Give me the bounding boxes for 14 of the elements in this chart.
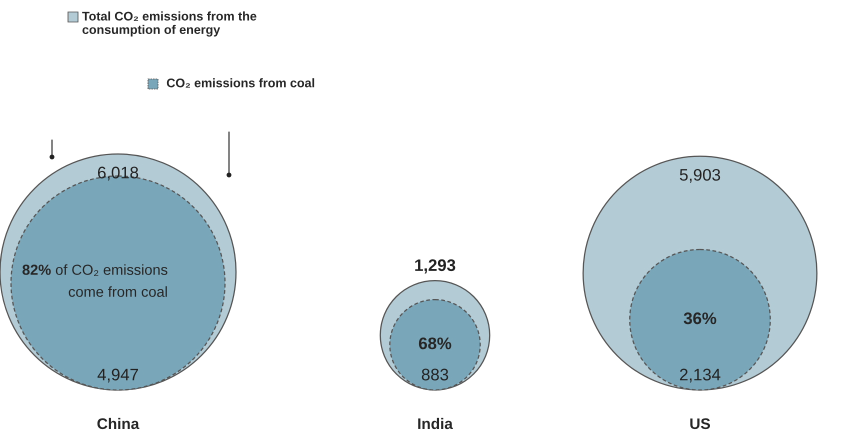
data-label: 6,018 [98,166,138,180]
data-label: 2,134 [680,368,720,382]
data-label: 4,947 [98,368,138,382]
category-label: China [97,418,140,430]
legend-label: CO₂ emissions from coal [166,78,314,88]
data-label: 883 [422,368,448,380]
text: 82% of CO₂ emissions come from coal [22,264,168,297]
data-label: 5,903 [680,168,720,183]
legend-label: Total CO₂ emissions from the consumption of energy [82,11,256,37]
text: 68% [418,337,452,350]
category-label: US [690,418,710,430]
category-label: India [418,418,453,430]
text: 36% [684,312,716,324]
data-label: 1,293 [415,259,456,274]
